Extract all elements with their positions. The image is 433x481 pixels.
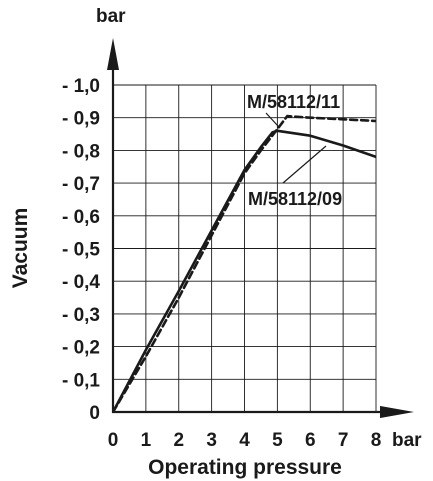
- y-tick-label: - 0,6: [62, 207, 100, 228]
- series-line-dashed: [113, 114, 376, 412]
- y-tick-label: - 0,1: [62, 370, 100, 391]
- x-tick-label: 1: [141, 430, 152, 451]
- y-tick-label: - 0,8: [62, 141, 100, 162]
- x-axis-arrow: [380, 406, 414, 418]
- axes: [107, 38, 414, 418]
- tick-labels: 0 1 2 3 4 5 6 7 8 0 - 0,1 - 0,2 - 0,3 - 0,4 - 0,5 - 0,6…: [62, 76, 381, 451]
- leader-line-dashed: [265, 112, 279, 127]
- y-tick-label: - 0,5: [62, 240, 100, 261]
- y-tick-label: - 0,9: [62, 109, 100, 130]
- y-tick-label: - 0,7: [62, 174, 100, 195]
- series-leader-lines: [265, 112, 327, 184]
- x-tick-label: 6: [305, 430, 316, 451]
- x-tick-label: 7: [338, 430, 349, 451]
- x-axis-title: Operating pressure: [148, 456, 342, 479]
- series-lines: [113, 114, 376, 412]
- y-tick-label: - 0,2: [62, 338, 100, 359]
- y-tick-label: - 1,0: [62, 76, 100, 97]
- y-tick-label: - 0,3: [62, 305, 100, 326]
- x-tick-label: 2: [173, 430, 184, 451]
- series-line-solid: [113, 129, 376, 412]
- series-label-solid: M/58112/09: [248, 189, 342, 209]
- y-tick-label: 0: [89, 403, 100, 424]
- x-tick-label: 5: [272, 430, 283, 451]
- y-tick-label: - 0,4: [62, 272, 100, 293]
- x-tick-label: 3: [206, 430, 217, 451]
- y-axis-title: Vacuum: [9, 208, 32, 289]
- series-label-dashed: M/58112/11: [247, 92, 340, 112]
- leader-line-solid: [282, 145, 327, 184]
- y-axis-unit: bar: [96, 6, 126, 27]
- x-axis-unit: bar: [392, 430, 422, 451]
- x-tick-label: 0: [108, 430, 119, 451]
- grid-lines: [113, 84, 377, 412]
- y-axis-arrow: [107, 38, 119, 70]
- x-tick-label: 8: [371, 430, 382, 451]
- x-tick-label: 4: [239, 430, 250, 451]
